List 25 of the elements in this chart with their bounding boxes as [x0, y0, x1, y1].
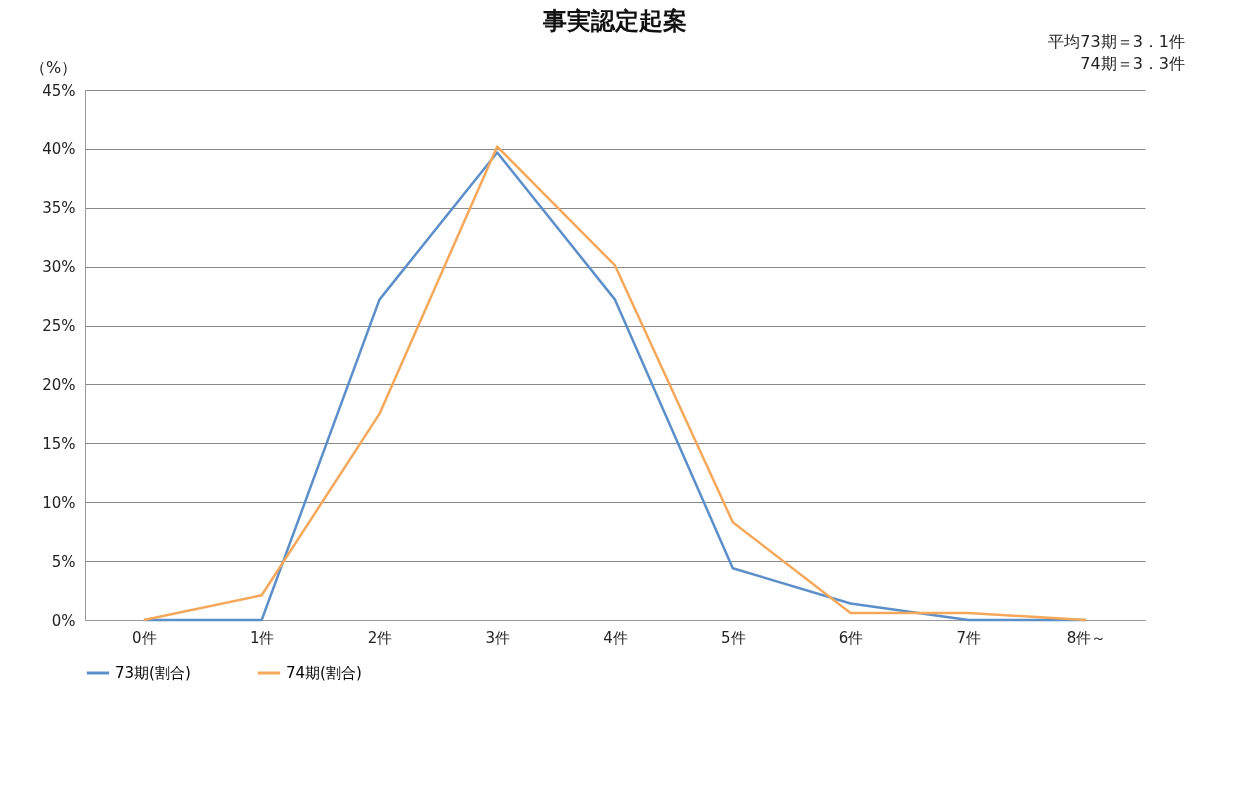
- legend-label: 74期(割合): [286, 664, 362, 682]
- chart-title: 事実認定起案: [542, 7, 687, 35]
- y-tick-label: 35%: [42, 199, 76, 218]
- y-tick-label: 40%: [42, 140, 76, 159]
- y-tick-label: 20%: [42, 375, 76, 394]
- x-tick-label: 5件: [721, 628, 746, 647]
- x-tick-label: 0件: [132, 628, 157, 647]
- text: 平均73期＝3．1件: [1048, 32, 1185, 51]
- y-tick-label: 25%: [42, 317, 76, 336]
- y-tick-label: 15%: [42, 434, 76, 453]
- x-tick-label: 8件～: [1066, 628, 1107, 647]
- x-tick-label: 2件: [367, 628, 393, 647]
- y-tick-label: 5%: [51, 552, 76, 571]
- legend-label: 73期(割合): [115, 664, 191, 682]
- text: 74期＝3．3件: [1080, 54, 1185, 73]
- y-axis-title: （%）: [30, 58, 78, 77]
- y-tick-label: 10%: [42, 493, 76, 512]
- x-tick-label: 1件: [249, 628, 275, 647]
- x-tick-label: 3件: [485, 628, 510, 647]
- y-tick-label: 0%: [51, 611, 76, 630]
- x-tick-label: 6件: [838, 628, 864, 647]
- y-tick-label: 30%: [42, 258, 76, 277]
- x-tick-label: 4件: [603, 628, 628, 647]
- x-tick-label: 7件: [956, 628, 982, 647]
- y-tick-label: 45%: [42, 81, 76, 100]
